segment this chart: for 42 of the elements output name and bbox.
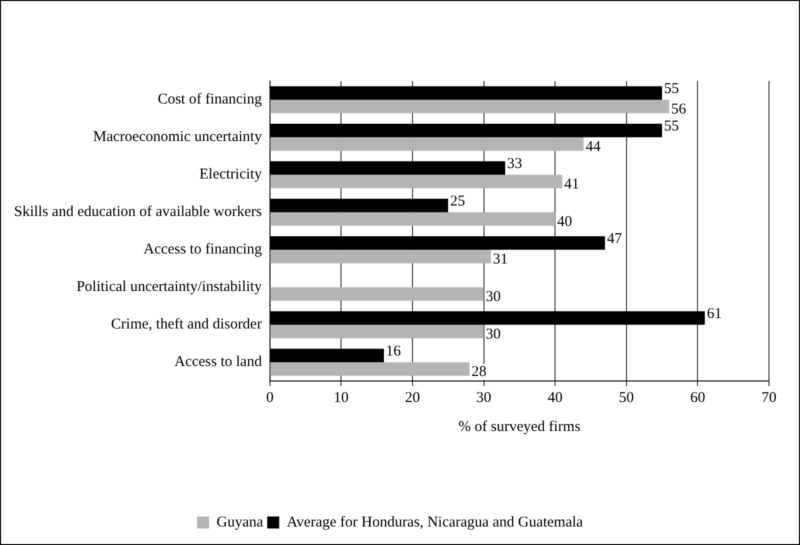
data-label: 30 bbox=[486, 288, 501, 305]
bar bbox=[270, 287, 484, 301]
bar bbox=[270, 137, 584, 151]
y-tick-label: Skills and education of available workers bbox=[14, 204, 262, 220]
data-label: 25 bbox=[450, 193, 466, 210]
x-tick-label: 20 bbox=[404, 390, 420, 406]
data-label: 28 bbox=[472, 364, 487, 380]
data-label: 30 bbox=[486, 326, 501, 342]
x-tick-label: 10 bbox=[334, 390, 349, 406]
bar bbox=[270, 250, 491, 264]
legend-label: Average for Honduras, Nicaragua and Guatemala bbox=[286, 514, 584, 530]
x-tick-label: 60 bbox=[690, 390, 706, 406]
data-label: 56 bbox=[671, 101, 687, 118]
x-axis-title: % of surveyed firms bbox=[458, 418, 581, 435]
bar bbox=[270, 324, 484, 338]
x-tick-label: 30 bbox=[476, 390, 492, 406]
y-tick-label: Access to financing bbox=[144, 242, 262, 258]
data-label: 61 bbox=[706, 306, 722, 322]
bar bbox=[270, 100, 670, 114]
data-label: 44 bbox=[586, 138, 602, 155]
y-tick-label: Access to land bbox=[174, 354, 262, 370]
y-tick-label: Macroeconomic uncertainty bbox=[93, 129, 262, 146]
y-tick-label: Cost of financing bbox=[158, 92, 262, 108]
bar bbox=[270, 174, 562, 188]
x-tick-label: 50 bbox=[618, 390, 634, 406]
x-tick-label: 0 bbox=[266, 390, 274, 406]
x-tick-label: 40 bbox=[548, 390, 563, 406]
bar bbox=[270, 212, 556, 226]
data-label: 33 bbox=[507, 156, 522, 172]
data-label: 55 bbox=[664, 80, 680, 97]
data-label: 47 bbox=[606, 230, 622, 247]
data-label: 55 bbox=[664, 118, 680, 134]
legend-label: Guyana bbox=[216, 514, 264, 530]
data-label: 16 bbox=[386, 343, 402, 360]
data-label: 40 bbox=[557, 214, 572, 230]
y-tick-label: Electricity bbox=[199, 166, 262, 183]
data-label: 31 bbox=[492, 251, 508, 268]
bar bbox=[270, 362, 470, 376]
x-tick-label: 70 bbox=[762, 390, 776, 406]
y-tick-label: Political uncertainty/instability bbox=[76, 279, 262, 296]
y-tick-label: Crime, theft and disorder bbox=[111, 316, 262, 333]
data-label: 41 bbox=[564, 176, 580, 192]
